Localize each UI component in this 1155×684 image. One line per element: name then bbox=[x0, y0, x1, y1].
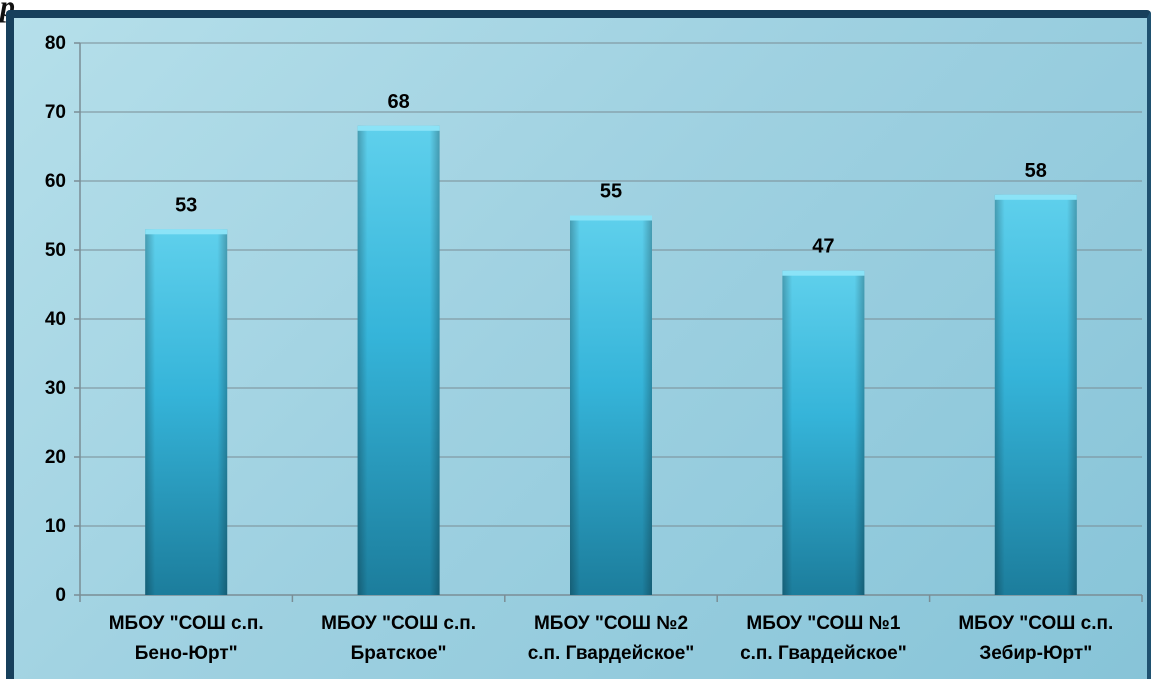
data-label: 47 bbox=[812, 236, 834, 258]
y-tick-label: 40 bbox=[45, 309, 66, 330]
bar-cap bbox=[145, 229, 228, 235]
y-tick-label: 50 bbox=[45, 240, 66, 261]
x-category-label: Зебир-Юрт" bbox=[979, 643, 1092, 664]
bar-group bbox=[357, 125, 440, 596]
bars bbox=[145, 125, 1077, 596]
y-tick-label: 60 bbox=[45, 171, 66, 192]
bar-group bbox=[570, 215, 652, 595]
x-category-label: с.п. Гвардейское" bbox=[740, 643, 907, 664]
data-label: 58 bbox=[1025, 160, 1047, 182]
bar-group bbox=[145, 229, 228, 596]
bar-shade bbox=[782, 270, 865, 595]
data-label: 68 bbox=[387, 91, 409, 113]
bar-shade bbox=[145, 229, 228, 596]
chart-frame: 0 10 20 30 40 50 60 70 80 53 МБОУ "СОШ с.п. Бено-Юр… bbox=[6, 10, 1151, 679]
bar-shade bbox=[357, 125, 440, 596]
x-category-label: Братское" bbox=[351, 643, 447, 664]
x-category-label: Бено-Юрт" bbox=[135, 643, 238, 664]
bar-chart: 0 10 20 30 40 50 60 70 80 53 МБОУ "СОШ с.п. Бено-Юр… bbox=[45, 33, 1143, 664]
x-category-label: МБОУ "СОШ №2 bbox=[534, 613, 688, 634]
labels: 0 10 20 30 40 50 60 70 80 53 МБОУ "СОШ с.п. Бено-Юр… bbox=[45, 33, 1113, 664]
bar-cap bbox=[357, 125, 440, 131]
y-tick-label: 20 bbox=[45, 447, 66, 468]
y-tick-label: 70 bbox=[45, 102, 66, 123]
bar-cap bbox=[782, 270, 865, 276]
x-category-label: МБОУ "СОШ с.п. bbox=[109, 613, 264, 634]
y-tick-label: 80 bbox=[45, 33, 66, 54]
x-category-label: МБОУ "СОШ с.п. bbox=[321, 613, 476, 634]
data-label: 55 bbox=[600, 181, 622, 203]
bar-shade bbox=[994, 194, 1077, 596]
bar-group bbox=[994, 194, 1077, 596]
bar-group bbox=[782, 270, 865, 595]
y-tick-label: 30 bbox=[45, 378, 66, 399]
bar-shade bbox=[570, 215, 652, 595]
bar-cap bbox=[994, 194, 1077, 200]
x-category-label: с.п. Гвардейское" bbox=[528, 643, 695, 664]
y-tick-label: 0 bbox=[55, 585, 66, 606]
x-category-label: МБОУ "СОШ с.п. bbox=[958, 613, 1113, 634]
data-label: 53 bbox=[175, 194, 197, 216]
x-category-label: МБОУ "СОШ №1 bbox=[746, 613, 900, 634]
bar-cap bbox=[570, 215, 652, 221]
y-tick-label: 10 bbox=[45, 516, 66, 537]
